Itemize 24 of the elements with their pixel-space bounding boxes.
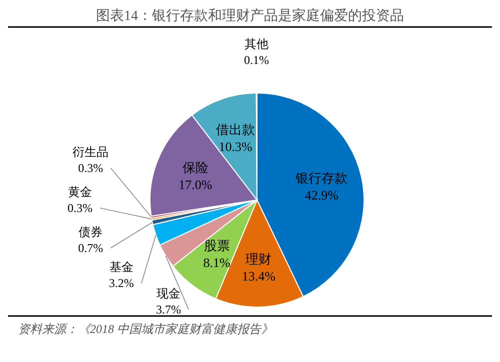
- slice-label: 现金: [156, 286, 180, 300]
- data-label: 0.3%: [78, 160, 104, 175]
- slice-label: 其他: [244, 37, 269, 51]
- data-label: 0.1%: [244, 53, 270, 67]
- slice-label: 理财: [246, 251, 272, 266]
- data-label: 3.7%: [156, 302, 181, 316]
- data-label: 0.7%: [78, 241, 104, 256]
- slice-label: 保险: [182, 160, 208, 176]
- slice-label: 债券: [78, 225, 103, 240]
- data-label: 8.1%: [203, 254, 231, 270]
- data-label: 17.0%: [178, 177, 212, 192]
- data-label: 10.3%: [218, 139, 252, 154]
- data-label: 3.2%: [108, 276, 134, 290]
- slice-label: 衍生品: [72, 144, 109, 159]
- slice-label: 基金: [109, 260, 134, 274]
- slice-label: 黄金: [68, 185, 92, 199]
- data-label: 0.3%: [68, 201, 92, 215]
- slice-label: 银行存款: [294, 170, 348, 186]
- text: 资料来源：《2018 中国城市家庭财富健康报告》: [18, 322, 273, 336]
- slice-label: 股票: [204, 238, 230, 253]
- data-label: 13.4%: [242, 268, 276, 284]
- chart-title: 图表14：银行存款和理财产品是家庭偏爱的投资品: [96, 8, 404, 24]
- data-label: 42.9%: [304, 187, 339, 202]
- slice-label: 借出款: [216, 122, 256, 138]
